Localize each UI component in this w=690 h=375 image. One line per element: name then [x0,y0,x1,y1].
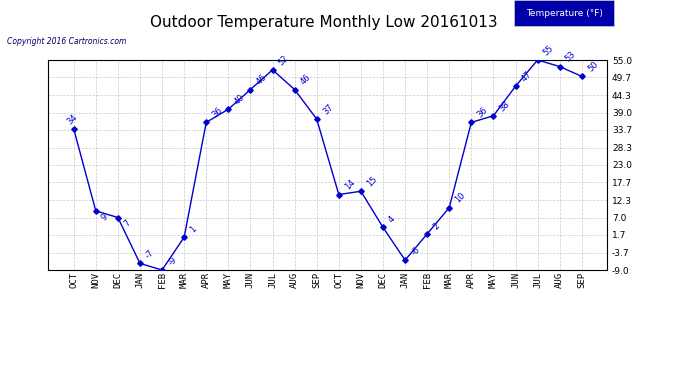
Text: 7: 7 [122,219,132,229]
Text: 46: 46 [299,73,313,87]
Text: 2: 2 [431,221,442,231]
Text: Copyright 2016 Cartronics.com: Copyright 2016 Cartronics.com [7,38,126,46]
Text: Outdoor Temperature Monthly Low 20161013: Outdoor Temperature Monthly Low 20161013 [150,15,498,30]
Text: 38: 38 [497,99,511,113]
Text: 40: 40 [233,93,246,106]
Text: 46: 46 [255,73,268,87]
Text: 52: 52 [277,53,290,67]
Text: 50: 50 [586,60,600,74]
Text: 55: 55 [542,44,555,57]
Text: -9: -9 [166,255,179,267]
Text: 37: 37 [321,102,335,116]
Text: 36: 36 [210,106,224,120]
Text: 1: 1 [188,224,199,234]
Text: -7: -7 [144,248,157,261]
Text: -6: -6 [409,245,422,257]
Text: 10: 10 [453,191,467,205]
Text: 9: 9 [100,212,110,222]
Text: 15: 15 [365,175,379,189]
Text: 14: 14 [343,178,357,192]
Text: 47: 47 [520,70,533,84]
Text: 53: 53 [564,50,578,64]
Text: 36: 36 [475,106,489,120]
Text: 4: 4 [387,214,397,225]
Text: Temperature (°F): Temperature (°F) [526,9,602,18]
Text: 34: 34 [66,112,79,126]
